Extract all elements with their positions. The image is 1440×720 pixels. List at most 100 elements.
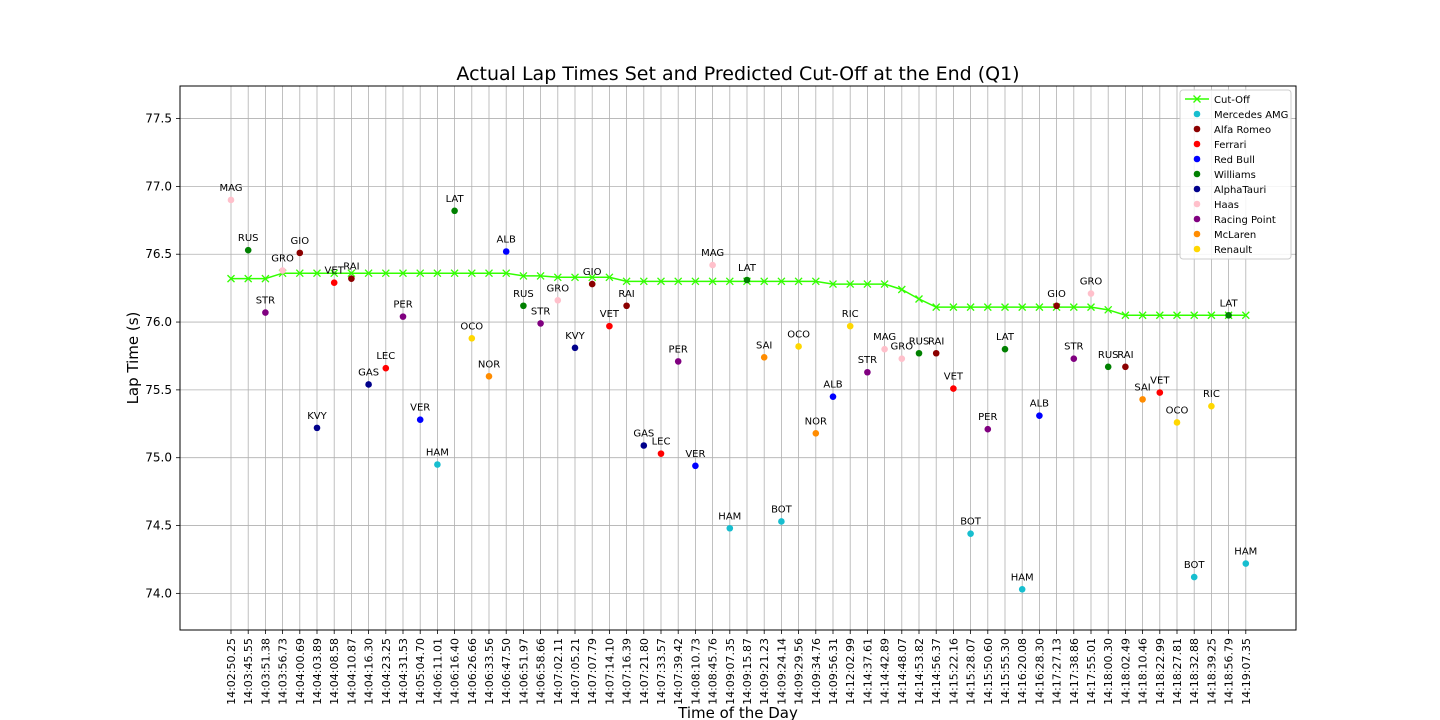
cutoff-marker-stroke: [829, 280, 837, 289]
lap-point-label: GAS: [633, 429, 654, 440]
cutoff-marker: [1087, 303, 1095, 312]
legend-frame: [1179, 89, 1292, 260]
legend-marker: [1193, 140, 1201, 148]
lap-point-label: GIO: [583, 267, 602, 278]
x-axis-label: Time of the Day: [677, 704, 798, 720]
lap-point-label: RAI: [928, 336, 944, 347]
cutoff-marker: [553, 273, 562, 282]
cutoff-marker: [657, 277, 665, 286]
legend-marker: [1193, 155, 1201, 163]
cutoff-marker-stroke: [1173, 311, 1181, 320]
cutoff-marker-stroke: [777, 277, 786, 286]
lap-point: [1104, 363, 1112, 371]
lap-point: [588, 280, 596, 288]
cutoff-marker: [1001, 303, 1009, 312]
lap-point: [468, 335, 476, 342]
lap-point-label: STR: [531, 306, 550, 317]
x-tick-label: 14:07:21.80: [638, 638, 651, 705]
cutoff-marker-stroke: [966, 303, 975, 312]
lap-point: [1001, 345, 1009, 353]
x-tick-label: 14:04:03.89: [311, 638, 324, 705]
x-tick-label: 14:04:23.25: [380, 638, 393, 705]
x-tick-label: 14:07:16.39: [621, 638, 634, 705]
cutoff-marker: [313, 269, 321, 278]
cutoff-marker: [880, 280, 889, 289]
cutoff-marker-stroke: [880, 280, 889, 289]
cutoff-marker: [295, 269, 304, 278]
lap-point: [829, 393, 837, 400]
lap-point-label: LAT: [446, 194, 465, 205]
cutoff-marker: [399, 269, 407, 278]
y-tick-label: 76.5: [145, 247, 172, 261]
cutoff-marker-stroke: [897, 285, 906, 294]
cutoff-marker-stroke: [467, 269, 476, 278]
cutoff-marker: [1190, 311, 1199, 320]
x-tick-label: 14:07:05.21: [569, 638, 582, 705]
lap-point: [967, 530, 974, 537]
x-tick-label: 14:14:48.07: [896, 638, 909, 705]
x-tick-label: 14:18:32.88: [1188, 638, 1201, 705]
cutoff-marker-stroke: [639, 277, 648, 286]
lap-point: [227, 196, 235, 204]
cutoff-marker: [519, 271, 528, 280]
cutoff-marker: [1018, 303, 1027, 312]
x-tick-label: 14:06:33.56: [483, 638, 496, 705]
lap-point: [623, 302, 630, 310]
lap-point-label: RAI: [343, 262, 359, 273]
lap-point-label: RUS: [513, 289, 534, 300]
lap-point: [864, 368, 871, 376]
x-tick-label: 14:18:00.30: [1102, 638, 1115, 705]
legend-marker: [1193, 215, 1201, 223]
lap-point-label: BOT: [960, 517, 982, 528]
lap-point-label: RUS: [238, 233, 259, 244]
lap-point-label: LEC: [652, 437, 671, 448]
cutoff-marker: [261, 274, 270, 283]
cutoff-marker-stroke: [674, 277, 683, 286]
cutoff-marker: [1241, 311, 1250, 320]
legend-marker: [1193, 200, 1201, 208]
cutoff-marker-stroke: [1155, 311, 1164, 320]
x-tick-label: 14:04:08.58: [328, 638, 341, 705]
cutoff-marker: [949, 303, 958, 312]
cutoff-marker-stroke: [347, 269, 356, 278]
lap-point: [1139, 396, 1146, 403]
lap-point: [743, 276, 751, 284]
y-axis-ticks: 74.0 74.5 75.0 75.5 76.0 76.5 77.0 77.5: [145, 112, 180, 600]
cutoff-marker-stroke: [364, 269, 373, 278]
lap-point-label: KVY: [307, 411, 327, 422]
y-tick-label: 74.0: [145, 586, 172, 600]
x-tick-label: 14:06:16.40: [449, 638, 462, 705]
lap-point-label: NOR: [805, 416, 827, 427]
cutoff-marker: [502, 269, 511, 278]
x-tick-label: 14:08:45.76: [707, 638, 720, 705]
cutoff-marker: [725, 277, 734, 286]
cutoff-marker-stroke: [1001, 303, 1009, 312]
lap-point-label: HAM: [426, 447, 449, 458]
lap-point: [1070, 355, 1078, 362]
cutoff-marker-stroke: [708, 277, 717, 286]
lap-point: [726, 524, 734, 532]
lap-point-label: BOT: [1184, 560, 1206, 571]
x-tick-label: 14:09:29.56: [793, 638, 806, 705]
lap-point: [365, 381, 372, 388]
cutoff-marker-stroke: [536, 271, 545, 280]
lap-point: [692, 462, 699, 470]
cutoff-marker: [691, 277, 700, 286]
lap-point-label: LAT: [996, 332, 1015, 343]
cutoff-marker-stroke: [811, 277, 820, 286]
cutoff-marker: [227, 274, 235, 283]
cutoff-marker: [897, 285, 906, 294]
lap-point-label: GIO: [1047, 289, 1066, 300]
lap-point: [399, 313, 407, 320]
cutoff-marker: [588, 273, 597, 282]
x-tick-label: 14:09:24.14: [775, 638, 788, 705]
cutoff-marker-stroke: [1104, 305, 1113, 314]
lap-point: [1018, 586, 1026, 593]
x-tick-label: 14:07:14.10: [603, 638, 616, 705]
lap-point: [950, 385, 957, 392]
x-tick-label: 14:07:33.57: [655, 638, 668, 705]
cutoff-marker-stroke: [450, 269, 459, 278]
x-tick-label: 14:15:50.60: [982, 638, 995, 705]
cutoff-marker-stroke: [725, 277, 734, 286]
